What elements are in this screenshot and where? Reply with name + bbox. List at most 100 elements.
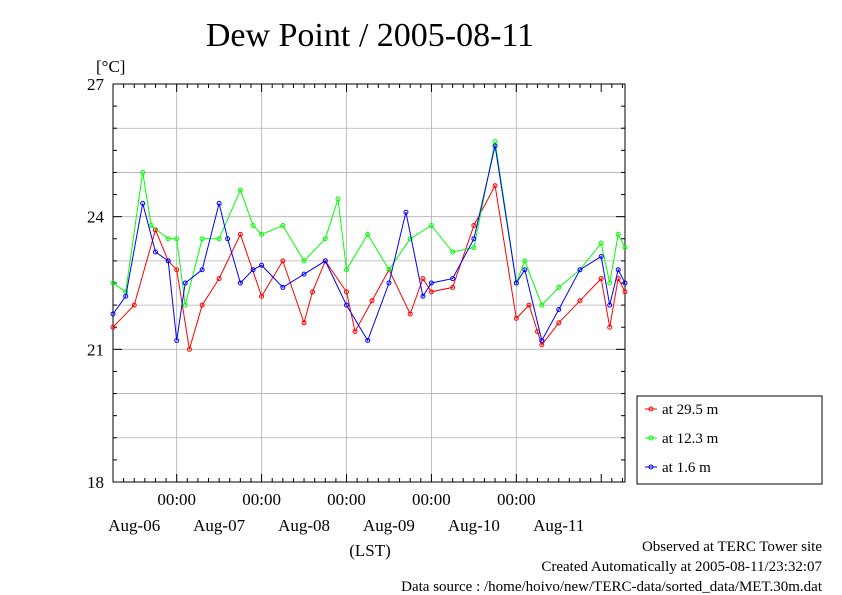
legend-swatch-marker [648,435,654,441]
data-point [471,245,477,251]
data-point [148,223,154,229]
data-point [513,315,519,321]
data-point [420,293,426,299]
data-point [556,320,562,326]
data-point [556,284,562,290]
data-point [140,200,146,206]
data-point [259,262,265,268]
x-tick-labels: 00:00 00:00 00:00 00:00 00:00 Aug-06 Aug-07 Aug… [108,490,584,535]
data-point [365,231,371,237]
data-point [131,302,137,308]
data-series [110,138,628,352]
data-point [152,249,158,255]
data-point [123,293,129,299]
data-point [607,302,613,308]
series-line [112,145,626,342]
data-point [322,258,328,264]
data-point [199,302,205,308]
data-point [522,267,528,273]
x-date-label: Aug-10 [448,516,500,535]
data-point [428,289,434,295]
data-point [343,302,349,308]
data-point [174,337,180,343]
x-time-label: 00:00 [242,490,281,509]
data-point [615,231,621,237]
legend-label: at 1.6 m [662,460,711,476]
data-point [165,258,171,264]
x-time-label: 00:00 [497,490,536,509]
data-point [471,236,477,242]
x-date-label: Aug-08 [278,516,330,535]
data-point [622,280,628,286]
legend-swatch-marker [648,464,654,470]
legend-label: at 12.3 m [662,431,719,447]
gridlines [113,84,625,482]
y-tick-label: 18 [87,473,104,492]
series-line [112,141,626,307]
data-point [259,293,265,299]
data-point [182,280,188,286]
data-point [492,143,498,149]
data-point [420,276,426,282]
data-point [352,329,358,335]
data-point [369,298,375,304]
data-point [403,209,409,215]
data-point [110,311,116,317]
data-point [140,169,146,175]
data-point [539,302,545,308]
data-point [386,280,392,286]
data-point [280,258,286,264]
data-point [165,236,171,242]
data-point [622,289,628,295]
series-line [112,184,626,350]
x-time-label: 00:00 [157,490,196,509]
chart-title: Dew Point / 2005-08-11 [206,17,534,54]
data-point [199,236,205,242]
data-point [301,320,307,326]
data-point [250,223,256,229]
data-point [407,311,413,317]
data-point [237,280,243,286]
data-point [615,267,621,273]
data-point [182,302,188,308]
data-point [522,258,528,264]
data-point [280,284,286,290]
data-point [598,253,604,259]
y-axis-label: [°C] [96,57,125,76]
x-date-label: Aug-09 [363,516,415,535]
data-point [598,276,604,282]
data-point [539,337,545,343]
data-point [428,280,434,286]
data-point [110,280,116,286]
footer-created: Created Automatically at 2005-08-11/23:3… [541,559,822,575]
data-point [607,280,613,286]
data-point [450,284,456,290]
data-point [280,223,286,229]
plot-frame [112,83,626,483]
footer-site: Observed at TERC Tower site [642,539,822,555]
data-point [174,236,180,242]
footer-source: Data source : /home/hoivo/new/TERC-data/… [401,579,823,595]
data-point [492,183,498,189]
data-point [310,289,316,295]
data-point [186,346,192,352]
legend-label: at 29.5 m [662,402,719,418]
data-point [513,280,519,286]
x-axis-label: (LST) [349,541,391,560]
data-point [216,276,222,282]
data-point [199,267,205,273]
data-point [237,187,243,193]
x-date-label: Aug-11 [533,516,584,535]
data-point [343,267,349,273]
series-3 [110,143,628,343]
series-1 [110,183,628,352]
data-point [598,240,604,246]
x-date-label: Aug-06 [108,516,160,535]
y-tick-label: 27 [87,75,105,94]
y-tick-labels: 18 21 24 27 [87,75,105,492]
data-point [471,223,477,229]
axis-ticks [112,83,625,483]
data-point [322,236,328,242]
data-point [428,223,434,229]
data-point [577,267,583,273]
